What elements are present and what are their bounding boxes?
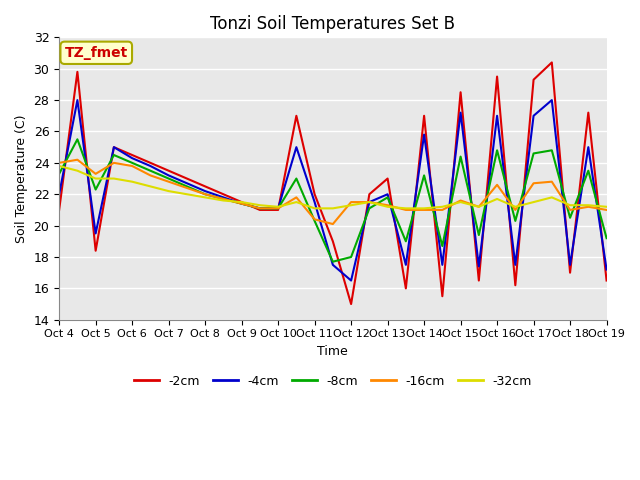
Y-axis label: Soil Temperature (C): Soil Temperature (C) bbox=[15, 114, 28, 243]
Text: TZ_fmet: TZ_fmet bbox=[65, 46, 128, 60]
X-axis label: Time: Time bbox=[317, 345, 348, 358]
Title: Tonzi Soil Temperatures Set B: Tonzi Soil Temperatures Set B bbox=[211, 15, 455, 33]
Legend: -2cm, -4cm, -8cm, -16cm, -32cm: -2cm, -4cm, -8cm, -16cm, -32cm bbox=[129, 370, 537, 393]
